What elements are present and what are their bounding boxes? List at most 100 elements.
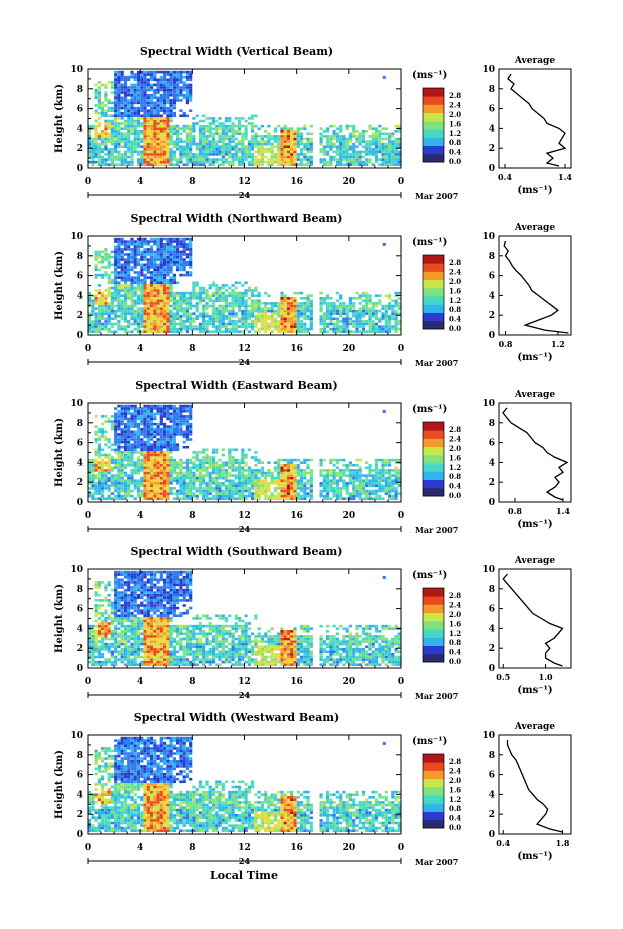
- avg-frame: [498, 402, 572, 503]
- avg-y-tick-label: 0: [489, 164, 495, 174]
- avg-profile-line: [502, 407, 569, 501]
- colorbar-swatch: [423, 596, 444, 605]
- avg-profile-line: [502, 573, 564, 667]
- avg-y-tick-label: 2: [489, 478, 495, 488]
- date-label: Mar 2007: [415, 358, 458, 368]
- colorbar-tick-label: 2.8: [449, 258, 461, 267]
- y-tick-label: 10: [70, 65, 83, 75]
- avg-y-tick-label: 2: [489, 311, 495, 321]
- colorbar-swatch: [423, 463, 444, 472]
- colorbar-swatch: [423, 786, 444, 796]
- colorbar-tick-label: 2.8: [449, 91, 461, 100]
- colorbar-swatch: [423, 145, 444, 155]
- avg-y-tick-label: 6: [489, 105, 495, 115]
- avg-y-tick-label: 2: [489, 144, 495, 154]
- colorbar-tick-label: 0.0: [449, 823, 461, 832]
- y-tick-label: 0: [77, 331, 83, 341]
- colorbar-tick-label: 0.4: [449, 814, 461, 823]
- avg-title: Average: [514, 722, 555, 732]
- colorbar-swatch: [423, 471, 444, 480]
- colorbar-swatch: [423, 620, 444, 630]
- avg-x-label: (ms⁻¹): [517, 185, 552, 196]
- colorbar-swatch: [423, 446, 444, 456]
- avg-y-tick-label: 6: [489, 439, 495, 449]
- colorbar-swatch: [423, 612, 444, 622]
- y-tick-label: 0: [77, 830, 83, 840]
- avg-x-tick-label: 0.8: [508, 506, 522, 516]
- y-tick-label: 0: [77, 164, 83, 174]
- colorbar-tick-label: 0.8: [449, 804, 461, 813]
- colorbar-swatch: [423, 645, 444, 655]
- colorbar-swatch: [423, 422, 444, 431]
- colorbar-tick-label: 1.2: [449, 795, 461, 804]
- y-tick-label: 4: [77, 458, 83, 468]
- x-tick-label: 0: [85, 843, 91, 853]
- avg-y-tick-label: 8: [489, 419, 495, 429]
- avg-x-tick-label: 0.8: [499, 339, 513, 349]
- avg-profile-line: [506, 740, 563, 833]
- colorbar-tick-label: 0.0: [449, 657, 461, 666]
- colorbar-tick-label: 2.4: [449, 435, 461, 444]
- y-tick-label: 4: [77, 124, 83, 134]
- x-tick-label: 16: [290, 177, 303, 187]
- y-tick-label: 10: [70, 565, 83, 575]
- x-tick-label: 12: [238, 843, 251, 853]
- x-tick-label: 12: [238, 677, 251, 687]
- x-tick-label: 0: [398, 511, 404, 521]
- colorbar-tick-label: 2.0: [449, 444, 461, 453]
- avg-y-tick-label: 4: [489, 124, 495, 134]
- avg-y-tick-label: 4: [489, 790, 495, 800]
- panel-1: Spectral Width (Northward Beam)0246810He…: [54, 212, 572, 368]
- scatter-point: [382, 741, 386, 745]
- x-tick-label: 16: [290, 843, 303, 853]
- heatmap-cells: [88, 70, 401, 166]
- colorbar-swatch: [423, 770, 444, 780]
- avg-y-tick-label: 6: [489, 771, 495, 781]
- colorbar-unit: (ms⁻¹): [412, 570, 447, 581]
- avg-y-tick-label: 8: [489, 85, 495, 95]
- x-tick-label: 12: [238, 177, 251, 187]
- colorbar-swatch: [423, 112, 444, 122]
- colorbar-frame: [422, 87, 445, 163]
- x-tick-label: 0: [398, 177, 404, 187]
- colorbar-swatch: [423, 304, 444, 313]
- date-label: Mar 2007: [415, 857, 458, 867]
- midnight-label: 24: [239, 357, 251, 367]
- date-label: Mar 2007: [415, 691, 458, 701]
- heatmap-cells: [88, 237, 401, 333]
- avg-y-tick-label: 8: [489, 751, 495, 761]
- colorbar-swatch: [423, 120, 444, 130]
- avg-x-label: (ms⁻¹): [517, 685, 552, 696]
- colorbar-swatch: [423, 263, 444, 272]
- y-axis-label: Height (km): [54, 418, 65, 487]
- colorbar-swatch: [423, 96, 444, 105]
- colorbar-tick-label: 0.4: [449, 482, 461, 491]
- panels: Spectral Width (Vertical Beam)0246810Hei…: [54, 45, 572, 867]
- y-tick-label: 10: [70, 399, 83, 409]
- x-tick-label: 0: [85, 511, 91, 521]
- avg-y-tick-label: 4: [489, 458, 495, 468]
- avg-y-tick-label: 10: [482, 232, 495, 242]
- colorbar-swatch: [423, 430, 444, 439]
- colorbar-swatch: [423, 487, 444, 497]
- midnight-label: 24: [239, 690, 251, 700]
- avg-y-tick-label: 0: [489, 498, 495, 508]
- x-tick-label: 16: [290, 511, 303, 521]
- colorbar-frame: [422, 753, 445, 829]
- x-tick-label: 20: [343, 677, 356, 687]
- x-tick-label: 20: [343, 344, 356, 354]
- colorbar-tick-label: 2.0: [449, 277, 461, 286]
- avg-x-tick-label: 1.0: [539, 672, 553, 682]
- y-tick-label: 10: [70, 232, 83, 242]
- y-tick-label: 2: [77, 311, 83, 321]
- avg-title: Average: [514, 56, 555, 66]
- chart-title: Spectral Width (Eastward Beam): [135, 379, 337, 392]
- date-label: Mar 2007: [415, 191, 458, 201]
- x-tick-label: 16: [290, 344, 303, 354]
- colorbar-tick-label: 2.4: [449, 268, 461, 277]
- avg-profile-line: [503, 240, 569, 334]
- date-label: Mar 2007: [415, 525, 458, 535]
- colorbar-tick-label: 2.4: [449, 767, 461, 776]
- colorbar-swatch: [423, 819, 444, 829]
- panel-3: Spectral Width (Southward Beam)0246810He…: [54, 545, 572, 701]
